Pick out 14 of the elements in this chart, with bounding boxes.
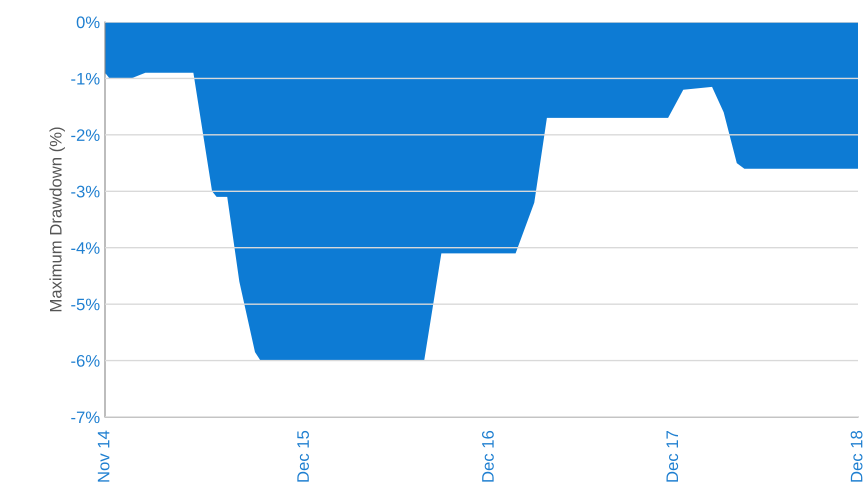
y-tick-label: -3% <box>71 186 100 198</box>
y-tick-label: -4% <box>71 242 100 254</box>
y-tick-label: 0% <box>76 16 100 28</box>
y-tick-label: -7% <box>71 411 100 424</box>
y-tick-label: -1% <box>71 72 100 85</box>
y-tick-label: -6% <box>71 354 100 367</box>
y-tick-label: -2% <box>71 129 100 141</box>
x-tick-label: Dec 16 <box>482 430 494 482</box>
x-tick-label: Nov 14 <box>98 430 110 482</box>
x-tick-label: Dec 18 <box>850 430 862 482</box>
y-axis-title: Maximum Drawdown (%) <box>49 127 65 312</box>
x-tick-label: Dec 15 <box>297 430 309 482</box>
y-tick-label: -5% <box>71 298 100 310</box>
x-tick-label: Dec 17 <box>666 431 678 482</box>
